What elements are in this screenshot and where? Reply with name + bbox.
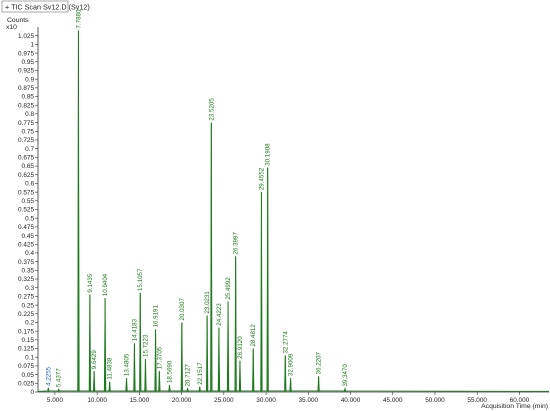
peak-label: 7.7880	[75, 9, 82, 28]
peak-label: 9.1435	[87, 273, 94, 292]
y-tick-label: 0.6	[25, 181, 34, 188]
chart-title: + TIC Scan Sv12.D (Sv12)	[5, 3, 90, 12]
peak-label: 39.3470	[342, 364, 349, 387]
y-tick-label: 0.625	[18, 172, 34, 179]
y-tick-label: 0.9	[25, 76, 34, 83]
y-tick-label: 0.65	[22, 163, 35, 170]
y-tick-label: 0.45	[22, 233, 35, 240]
peak-label: 10.9404	[102, 273, 109, 296]
y-tick-label: 0.15	[22, 337, 35, 344]
peak-label: 32.9009	[288, 353, 295, 376]
x-tick-label: 50.000	[425, 397, 445, 404]
x-tick-label: 45.000	[383, 397, 403, 404]
peak-label: 4.2255	[45, 366, 52, 385]
y-tick-label: 0	[30, 389, 34, 396]
y-tick-label: 0.875	[18, 85, 34, 92]
y-tick-label: 0.475	[18, 224, 34, 231]
y-tick-label: 0.775	[18, 120, 34, 127]
y-axis-multiplier: x10	[6, 24, 17, 31]
y-tick-label: 0.95	[22, 59, 35, 66]
peak-label: 26.3997	[233, 232, 240, 255]
peak-labels: 4.2255 5.4377 7.7880 9.1435 9.6429 10.9404 11.…	[45, 9, 349, 387]
y-tick-label: 0.125	[18, 346, 34, 353]
y-tick-label: 0.5	[25, 215, 34, 222]
peak-label: 5.4377	[56, 368, 63, 387]
peak-label: 17.3705	[156, 346, 163, 369]
peak-label: 15.1057	[137, 268, 144, 291]
peak-label: 22.1517	[197, 362, 204, 385]
x-axis-label: Acquisition Time (min)	[481, 403, 548, 410]
x-tick-label: 60.000	[510, 397, 530, 404]
y-tick-label: 0.275	[18, 294, 34, 301]
peak-label: 14.4183	[131, 318, 138, 341]
peak-label: 29.4552	[258, 167, 265, 190]
y-tick-label: 0.4	[25, 250, 34, 257]
x-tick-label: 35.000	[299, 397, 319, 404]
y-tick-label: 0.225	[18, 311, 34, 318]
peak-label: 18.5690	[166, 360, 173, 383]
y-tick-label: 0.425	[18, 241, 34, 248]
y-tick-label: 0.25	[22, 302, 35, 309]
peak-label: 13.4805	[124, 353, 131, 376]
x-tick-label: 25.000	[214, 397, 234, 404]
peak-label: 32.2774	[282, 331, 289, 354]
y-tick-label: 0.075	[18, 363, 34, 370]
peak-label: 36.2207	[316, 351, 323, 374]
y-tick-label: 0.2	[25, 320, 34, 327]
peak-label: 11.4838	[107, 357, 114, 379]
y-tick-label: 0.025	[18, 381, 34, 388]
x-axis-ticks: 5.000 10.000 15.000 20.000 25.000 30.000 35.00…	[47, 392, 530, 404]
y-tick-label: 0.325	[18, 276, 34, 283]
peak-label: 26.9120	[237, 336, 244, 359]
peak-label: 20.7127	[185, 364, 192, 387]
y-tick-label: 0.55	[22, 198, 35, 205]
x-tick-label: 55.000	[467, 397, 487, 404]
peak-label: 30.1908	[265, 143, 272, 166]
peak-label: 9.6429	[91, 350, 98, 369]
peak-label: 20.0307	[179, 298, 186, 321]
tic-trace-line	[37, 30, 550, 392]
peak-label: 28.4812	[250, 324, 257, 347]
title-box	[1, 0, 69, 13]
y-tick-label: 0.3	[25, 285, 34, 292]
y-tick-label: 0.85	[22, 94, 35, 101]
x-tick-label: 20.000	[172, 397, 192, 404]
y-tick-label: 0.35	[22, 268, 35, 275]
peak-label: 24.4223	[216, 303, 223, 326]
x-tick-label: 10.000	[87, 397, 107, 404]
y-tick-label: 0.05	[22, 372, 35, 379]
peak-label: 23.0231	[204, 291, 211, 314]
y-tick-label: 0.575	[18, 189, 34, 196]
x-tick-label: 5.000	[47, 397, 63, 404]
x-tick-label: 30.000	[256, 397, 276, 404]
peak-label: 15.7223	[142, 334, 149, 357]
y-tick-label: 0.375	[18, 259, 34, 266]
y-tick-label: 0.825	[18, 102, 34, 109]
tic-trace	[37, 30, 550, 392]
y-tick-label: 1	[30, 42, 34, 49]
x-tick-label: 15.000	[130, 397, 150, 404]
y-tick-label: 0.1	[25, 354, 34, 361]
y-tick-label: 0.75	[22, 128, 35, 135]
y-tick-label: 0.675	[18, 155, 34, 162]
y-tick-label: 0.975	[18, 50, 34, 57]
peak-label: 16.9191	[153, 305, 160, 328]
y-tick-label: 0.525	[18, 207, 34, 214]
y-tick-label: 0.7	[25, 146, 34, 153]
y-tick-label: 0.925	[18, 68, 34, 75]
y-tick-label: 0.725	[18, 137, 34, 144]
peak-label: 23.5205	[208, 98, 215, 121]
y-tick-label: 0.8	[25, 111, 34, 118]
y-tick-label: 1.025	[18, 33, 34, 40]
y-axis-label: Counts	[7, 17, 29, 24]
y-tick-label: 0.175	[18, 328, 34, 335]
x-tick-label: 40.000	[341, 397, 361, 404]
peak-label: 25.4992	[225, 277, 232, 300]
